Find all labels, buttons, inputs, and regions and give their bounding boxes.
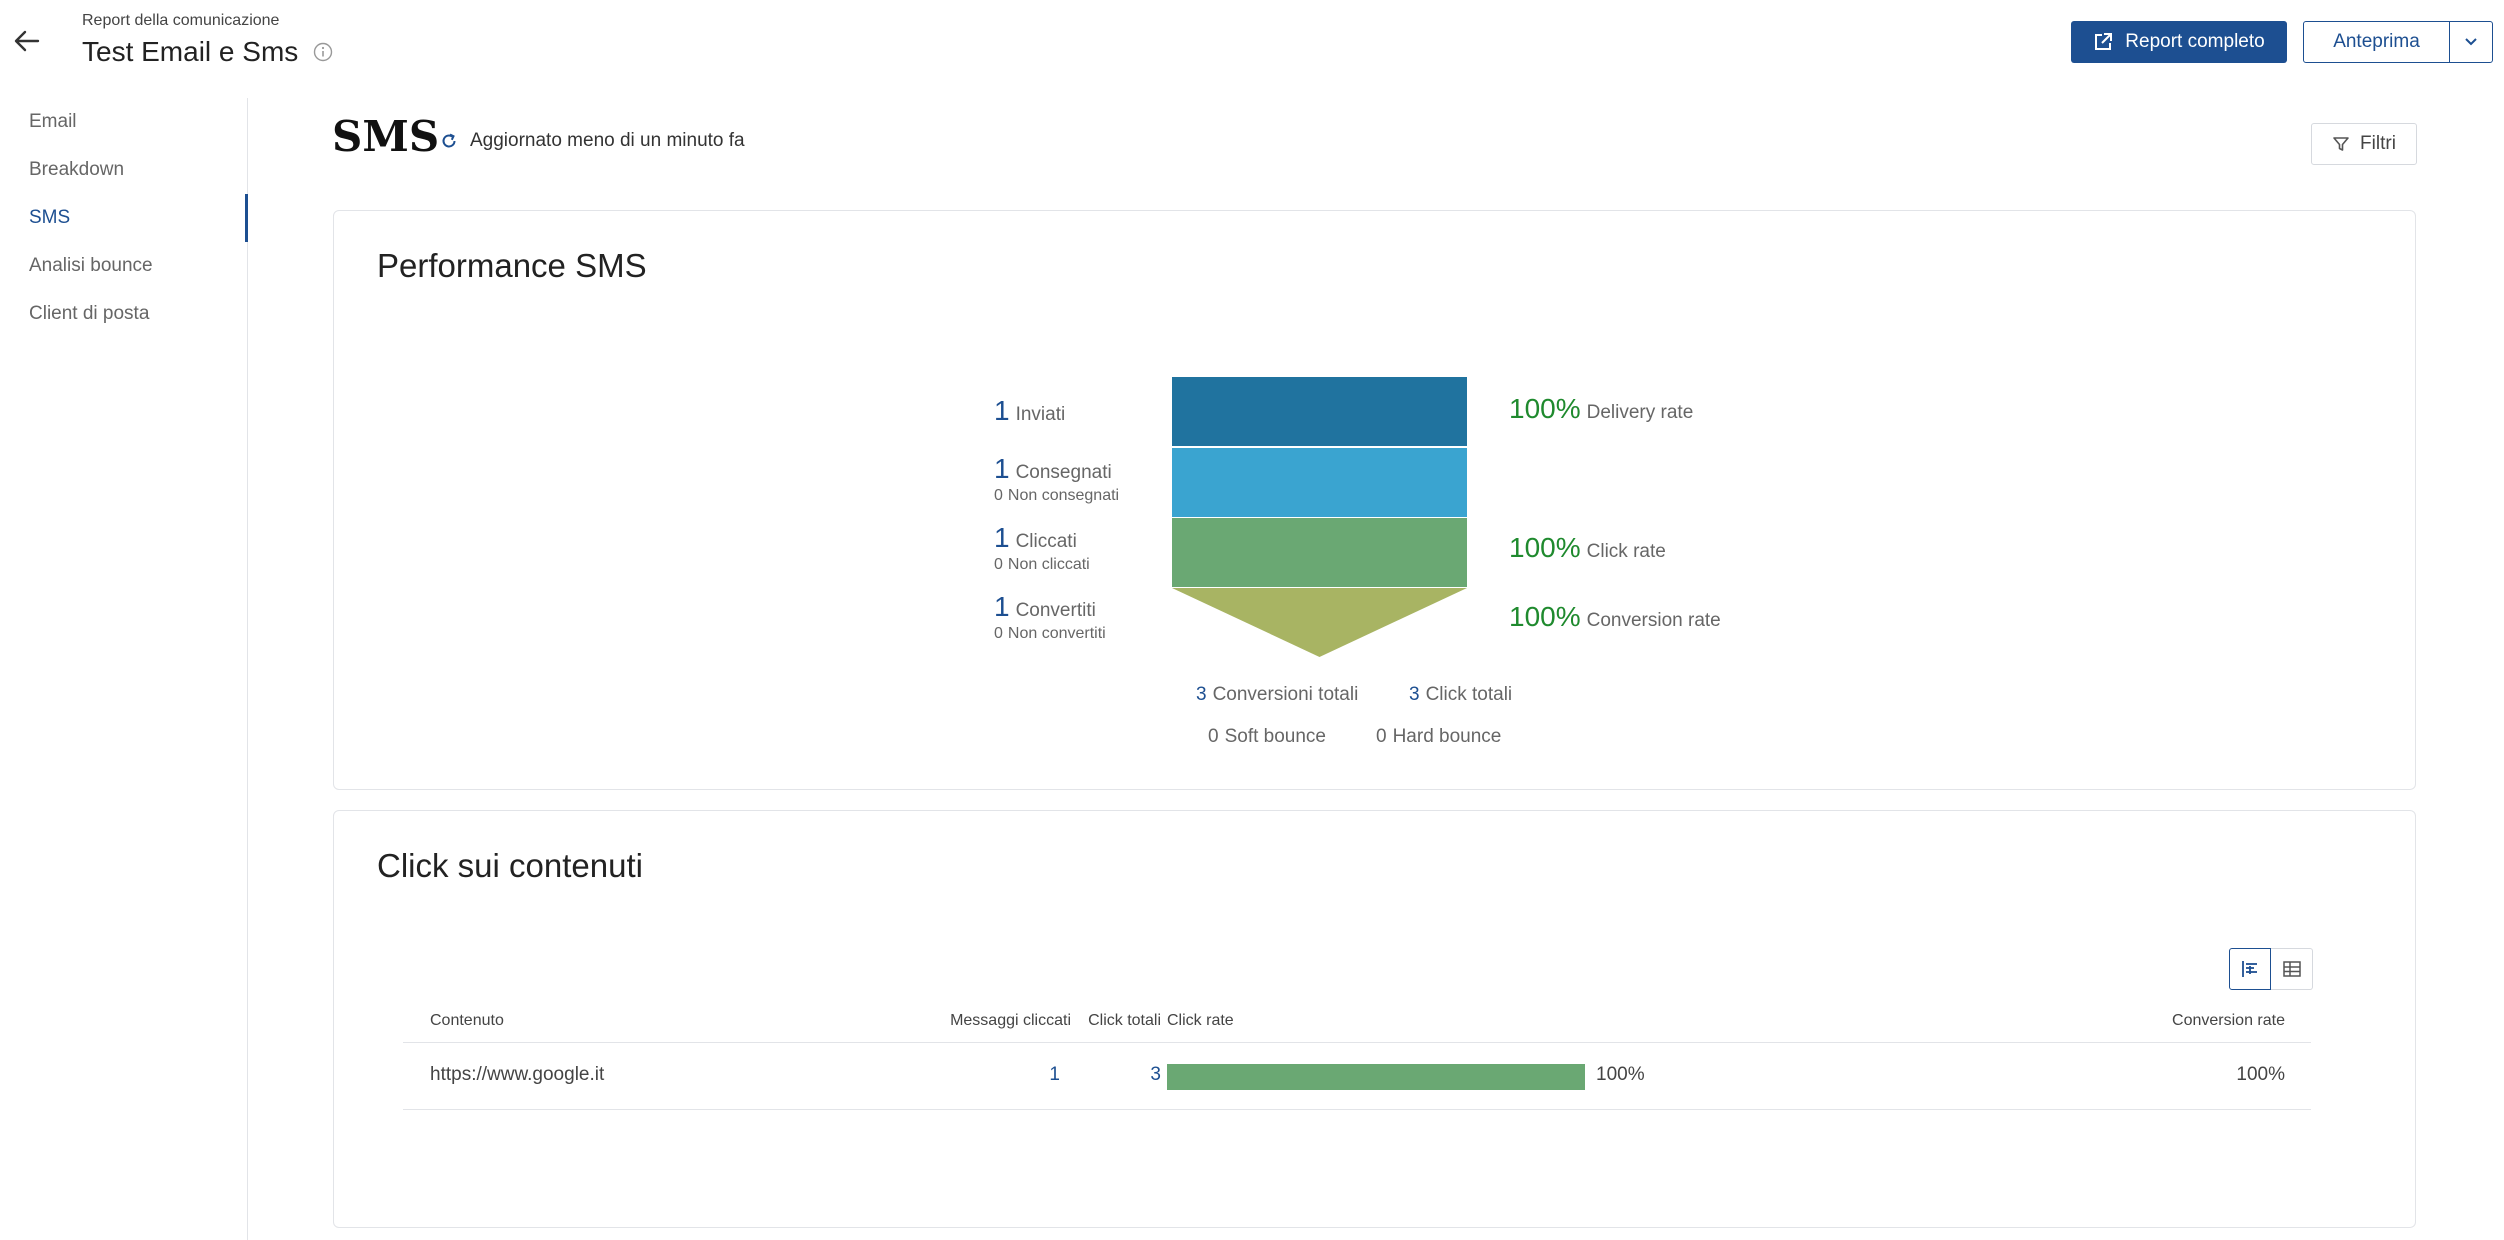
total-conversions: 3 Conversioni totali xyxy=(1196,684,1358,706)
cell-total-clicks[interactable]: 3 xyxy=(1150,1064,1161,1085)
cell-messages-clicked[interactable]: 1 xyxy=(1049,1064,1060,1085)
stage-convertiti: 1 Convertiti 0 Non convertiti xyxy=(994,591,1106,643)
delivery-rate: 100% Delivery rate xyxy=(1509,393,1693,425)
bar-list-icon xyxy=(2242,961,2257,977)
last-updated: Aggiornato meno di un minuto fa xyxy=(440,130,745,152)
conversion-rate: 100% Conversion rate xyxy=(1509,601,1721,633)
header: Report della comunicazione Test Email e … xyxy=(0,0,2504,90)
click-rate-bar xyxy=(1167,1064,1585,1090)
soft-bounce: 0 Soft bounce xyxy=(1208,726,1326,748)
stage-inviati: 1 Inviati xyxy=(994,395,1065,427)
col-conversion-rate[interactable]: Conversion rate xyxy=(2172,1012,2285,1029)
sidebar-item-breakdown[interactable]: Breakdown xyxy=(29,159,125,180)
col-click-rate[interactable]: Click rate xyxy=(1167,1012,1234,1029)
funnel-stage-inviati xyxy=(1172,377,1467,446)
sidebar-item-email[interactable]: Email xyxy=(29,111,77,132)
filter-button[interactable]: Filtri xyxy=(2311,123,2417,165)
stage-cliccati: 1 Cliccati 0 Non cliccati xyxy=(994,522,1090,574)
content-clicks-card: Click sui contenuti Contenuto Messaggi c… xyxy=(333,810,2416,1228)
sidebar-item-analisi-bounce[interactable]: Analisi bounce xyxy=(29,255,153,276)
report-completo-button[interactable]: Report completo xyxy=(2071,21,2287,63)
total-clicks-label: Click totali xyxy=(1425,684,1513,705)
info-icon[interactable] xyxy=(312,41,334,63)
table-icon xyxy=(2282,961,2301,977)
funnel-chart xyxy=(1172,377,1467,657)
table-row: https://www.google.it 1 3 100% 100% xyxy=(403,1043,2311,1110)
sidebar-item-sms[interactable]: SMS xyxy=(0,194,248,242)
soft-bounce-value: 0 xyxy=(1208,726,1219,747)
stage-value: 1 xyxy=(994,395,1010,426)
back-button[interactable] xyxy=(10,24,44,58)
rate-value: 100% xyxy=(1509,532,1581,563)
stage-label: Consegnati xyxy=(1015,462,1112,483)
preview-split-button: Anteprima xyxy=(2303,21,2493,63)
total-conversions-value: 3 xyxy=(1196,684,1207,705)
hard-bounce-label: Hard bounce xyxy=(1392,726,1502,747)
col-messages-clicked[interactable]: Messaggi cliccati xyxy=(950,1012,1071,1029)
arrow-left-icon xyxy=(14,30,40,52)
total-conversions-label: Conversioni totali xyxy=(1212,684,1359,705)
funnel-stage-convertiti xyxy=(1172,588,1467,657)
rate-label: Click rate xyxy=(1586,541,1666,562)
view-toggle xyxy=(2229,948,2313,990)
sidebar-nav: Email Breakdown SMS Analisi bounce Clien… xyxy=(0,98,248,1240)
funnel-stage-consegnati xyxy=(1172,448,1467,517)
content-clicks-title: Click sui contenuti xyxy=(377,847,643,884)
funnel-stage-cliccati xyxy=(1172,518,1467,587)
stage-label: Convertiti xyxy=(1015,600,1096,621)
hard-bounce-value: 0 xyxy=(1376,726,1387,747)
col-total-clicks[interactable]: Click totali xyxy=(1088,1012,1161,1029)
last-updated-text: Aggiornato meno di un minuto fa xyxy=(470,130,745,151)
preview-dropdown-toggle[interactable] xyxy=(2450,22,2492,62)
cell-conversion-rate: 100% xyxy=(2236,1064,2285,1085)
stage-sub-label: Non convertiti xyxy=(1007,625,1106,642)
filter-button-label: Filtri xyxy=(2360,133,2396,154)
stage-value: 1 xyxy=(994,591,1010,622)
chevron-down-icon xyxy=(2465,38,2477,46)
stage-sub-value: 0 xyxy=(994,487,1003,504)
stage-value: 1 xyxy=(994,522,1010,553)
section-heading: SMS xyxy=(332,112,440,161)
refresh-icon[interactable] xyxy=(440,132,458,150)
filter-icon xyxy=(2333,137,2349,151)
stage-value: 1 xyxy=(994,453,1010,484)
report-button-label: Report completo xyxy=(2125,31,2265,52)
total-clicks-value: 3 xyxy=(1409,684,1420,705)
total-clicks: 3 Click totali xyxy=(1409,684,1512,706)
click-rate-bar-fill xyxy=(1167,1064,1585,1090)
page-subtitle: Report della comunicazione xyxy=(82,12,280,29)
stage-label: Inviati xyxy=(1015,404,1066,425)
rate-label: Delivery rate xyxy=(1586,402,1694,423)
stage-sub-label: Non cliccati xyxy=(1007,556,1090,573)
performance-card: Performance SMS 1 Inviati 1 Consegnati 0 No… xyxy=(333,210,2416,790)
stage-sub-label: Non consegnati xyxy=(1007,487,1120,504)
cell-click-rate: 100% xyxy=(1596,1064,1645,1085)
sidebar-item-client-di-posta[interactable]: Client di posta xyxy=(29,303,150,324)
stage-consegnati: 1 Consegnati 0 Non consegnati xyxy=(994,453,1119,505)
rate-value: 100% xyxy=(1509,601,1581,632)
preview-button[interactable]: Anteprima xyxy=(2304,22,2450,62)
rate-value: 100% xyxy=(1509,393,1581,424)
stage-sub-value: 0 xyxy=(994,625,1003,642)
table-view-button[interactable] xyxy=(2271,948,2313,990)
hard-bounce: 0 Hard bounce xyxy=(1376,726,1501,748)
cell-content[interactable]: https://www.google.it xyxy=(430,1064,605,1085)
click-rate: 100% Click rate xyxy=(1509,532,1666,564)
chart-view-button[interactable] xyxy=(2229,948,2271,990)
stage-sub-value: 0 xyxy=(994,556,1003,573)
col-content[interactable]: Contenuto xyxy=(430,1012,504,1029)
table-header: Contenuto Messaggi cliccati Click totali… xyxy=(403,1001,2311,1043)
soft-bounce-label: Soft bounce xyxy=(1224,726,1326,747)
rate-label: Conversion rate xyxy=(1586,610,1721,631)
page-title: Test Email e Sms xyxy=(82,36,299,67)
stage-label: Cliccati xyxy=(1015,531,1077,552)
external-link-icon xyxy=(2095,33,2113,50)
performance-title: Performance SMS xyxy=(377,247,647,284)
